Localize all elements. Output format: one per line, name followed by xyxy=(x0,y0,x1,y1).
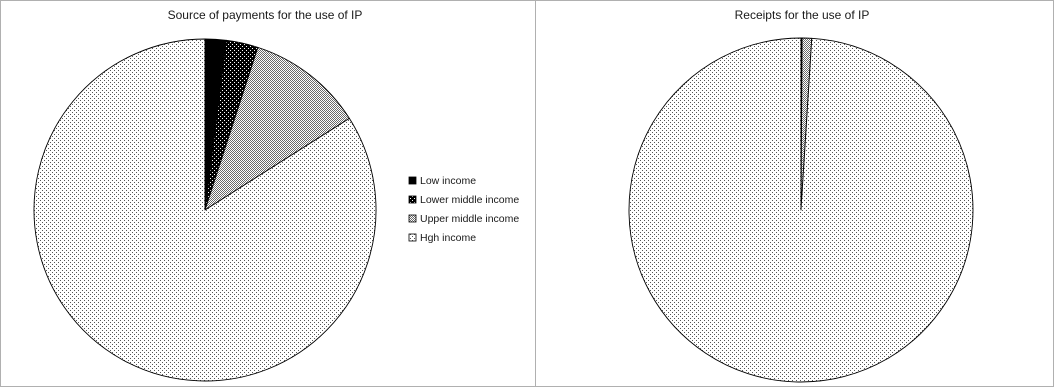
pie-receipts xyxy=(628,37,974,383)
pie-slice-upper-middle-income xyxy=(204,46,350,211)
legend-label-lower-middle-income: Lower middle income xyxy=(420,194,519,206)
pie-payments xyxy=(33,38,377,382)
pie-slice-hgh-income xyxy=(628,37,974,383)
legend-swatch-high-income xyxy=(408,233,417,242)
legend-swatch-upper-middle-income xyxy=(408,214,417,223)
legend-swatch-lower-middle-income xyxy=(408,195,417,204)
legend-swatch-low-income xyxy=(408,176,417,185)
pie-slice-hgh-income xyxy=(33,38,377,382)
legend-label-upper-middle-income: Upper middle income xyxy=(420,213,519,225)
chart-title-receipts: Receipts for the use of IP xyxy=(735,8,870,22)
legend: Low income Lower middle income Upper mid… xyxy=(408,175,519,244)
legend-item-lower-middle-income: Lower middle income xyxy=(408,194,519,206)
legend-item-high-income: Hgh income xyxy=(408,232,476,244)
legend-label-low-income: Low income xyxy=(420,175,476,187)
legend-item-upper-middle-income: Upper middle income xyxy=(408,213,519,225)
legend-label-high-income: Hgh income xyxy=(420,232,476,244)
chart-title-payments: Source of payments for the use of IP xyxy=(168,8,363,22)
legend-item-low-income: Low income xyxy=(408,175,476,187)
